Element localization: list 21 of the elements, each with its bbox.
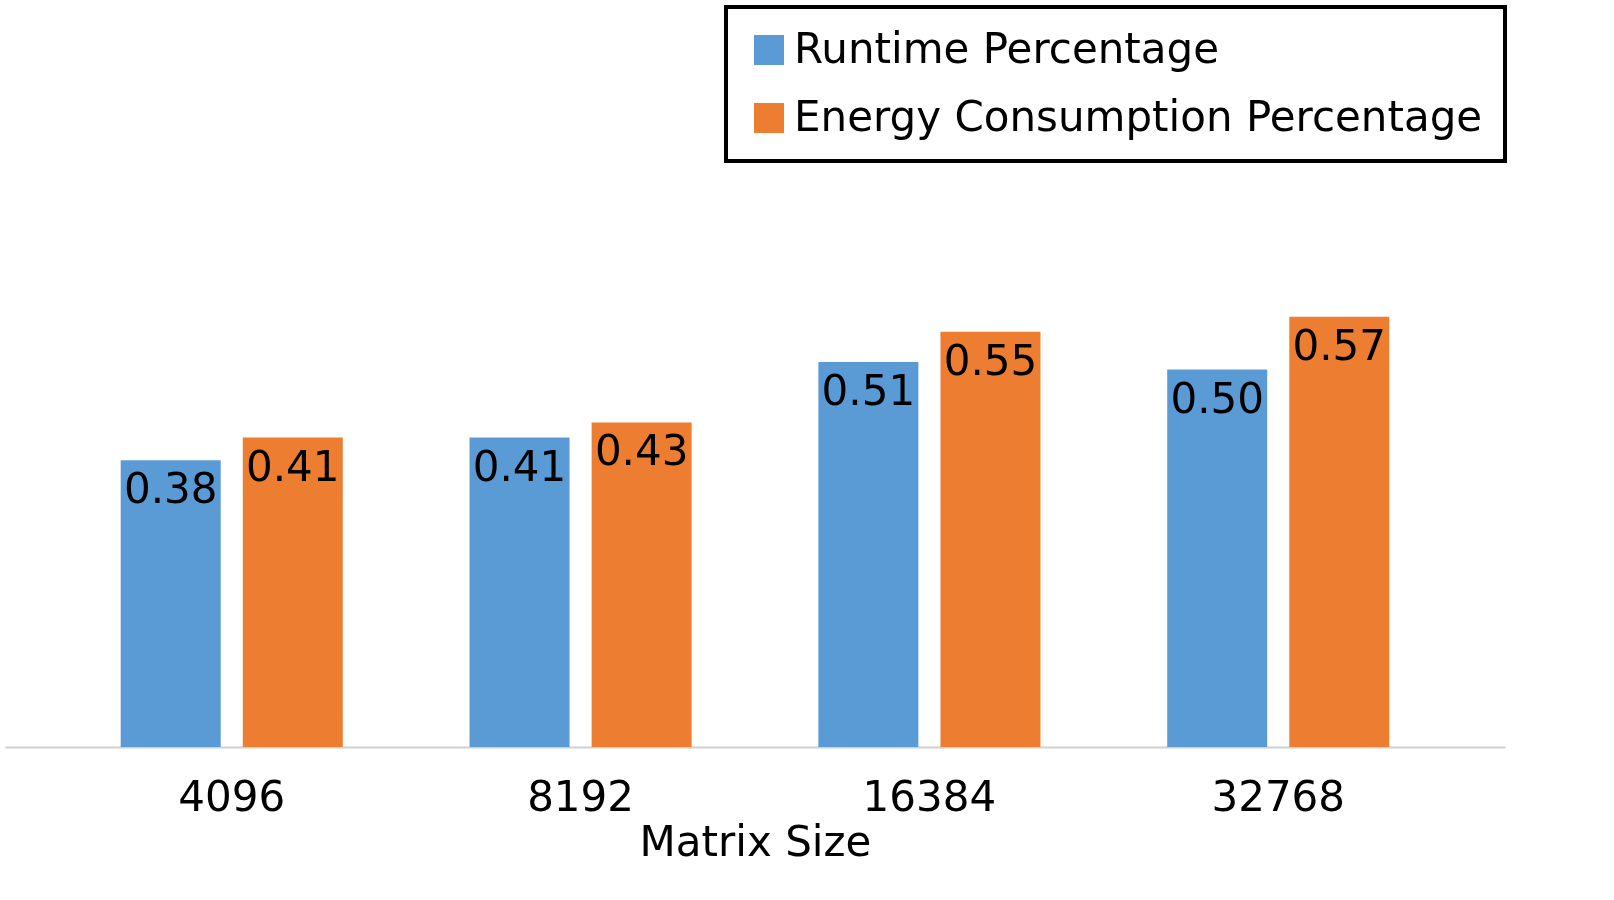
data-label: 0.43 bbox=[594, 426, 689, 476]
x-tick-label: 32768 bbox=[1211, 771, 1346, 821]
bar bbox=[940, 331, 1041, 747]
data-label: 0.38 bbox=[123, 464, 218, 514]
bar bbox=[1289, 316, 1390, 747]
data-label: 0.41 bbox=[472, 441, 567, 491]
data-label: 0.41 bbox=[246, 441, 340, 491]
bar bbox=[242, 437, 343, 747]
x-tick-label: 8192 bbox=[527, 771, 635, 821]
bar bbox=[120, 460, 221, 747]
data-label: 0.55 bbox=[943, 335, 1038, 385]
bar bbox=[1167, 369, 1268, 747]
data-label: 0.50 bbox=[1170, 373, 1264, 423]
bar bbox=[469, 437, 570, 747]
data-label: 0.51 bbox=[821, 366, 916, 416]
x-tick-label: 4096 bbox=[178, 771, 286, 821]
bar bbox=[591, 422, 692, 747]
data-label: 0.57 bbox=[1292, 320, 1387, 370]
legend-label: Runtime Percentage bbox=[794, 24, 1220, 73]
bar bbox=[818, 362, 919, 747]
legend-label: Energy Consumption Percentage bbox=[794, 92, 1483, 141]
